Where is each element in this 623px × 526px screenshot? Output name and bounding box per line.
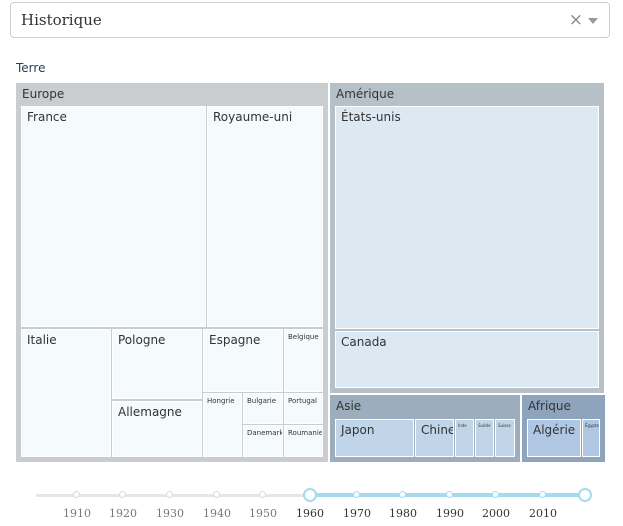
tick-label: 1930 — [156, 507, 184, 520]
group-label: Asie — [336, 399, 362, 413]
tick-label: 1910 — [63, 507, 91, 520]
clear-icon[interactable]: × — [568, 10, 583, 30]
tile-suede[interactable]: Suède — [475, 419, 494, 457]
slider-mark-1920[interactable] — [119, 491, 126, 498]
tile-france[interactable]: France — [21, 106, 206, 327]
tile-algerie[interactable]: Algérie — [527, 419, 581, 457]
tick-label: 1980 — [389, 507, 417, 520]
tick-label: 1990 — [436, 507, 464, 520]
tile-inde[interactable]: Inde — [455, 419, 474, 457]
tile-egypte[interactable]: Égypte — [582, 419, 600, 457]
tick-label: 2000 — [482, 507, 510, 520]
slider-handle-start[interactable] — [303, 488, 317, 502]
tile-royaume-uni[interactable]: Royaume-uni — [207, 106, 323, 327]
tile-japon[interactable]: Japon — [335, 419, 414, 457]
tick-label: 1960 — [296, 507, 324, 520]
slider-mark-1980[interactable] — [399, 491, 406, 498]
slider-mark-1990[interactable] — [446, 491, 453, 498]
tile-hongrie[interactable]: Hongrie — [203, 393, 242, 457]
history-dropdown[interactable]: Historique × — [10, 2, 610, 38]
tile-danemark[interactable]: Danemark — [243, 425, 283, 457]
tile-allemagne[interactable]: Allemagne — [112, 401, 202, 457]
slider-mark-1950[interactable] — [259, 491, 266, 498]
tick-label: 2010 — [529, 507, 557, 520]
slider-mark-1940[interactable] — [213, 491, 220, 498]
breadcrumb-root[interactable]: Terre — [16, 61, 46, 75]
tile-roumanie[interactable]: Roumanie — [284, 425, 323, 457]
slider-mark-1930[interactable] — [166, 491, 173, 498]
tile-pologne[interactable]: Pologne — [112, 329, 202, 399]
tick-label: 1950 — [249, 507, 277, 520]
tile-suisse[interactable]: Suisse — [495, 419, 515, 457]
group-label: Afrique — [528, 399, 571, 413]
tick-label: 1920 — [109, 507, 137, 520]
slider-mark-1910[interactable] — [73, 491, 80, 498]
tile-italie[interactable]: Italie — [21, 329, 111, 457]
tile-canada[interactable]: Canada — [335, 331, 599, 388]
tick-label: 1970 — [343, 507, 371, 520]
slider-mark-2000[interactable] — [492, 491, 499, 498]
tile-bulgarie[interactable]: Bulgarie — [243, 393, 283, 424]
dropdown-value: Historique — [21, 11, 102, 29]
slider-mark-1970[interactable] — [353, 491, 360, 498]
tile-etats-unis[interactable]: États-unis — [335, 106, 599, 329]
group-label: Amérique — [336, 87, 395, 101]
chevron-down-icon[interactable] — [588, 18, 598, 24]
tile-espagne[interactable]: Espagne — [203, 329, 283, 392]
tile-portugal[interactable]: Portugal — [284, 393, 323, 424]
slider-handle-end[interactable] — [578, 488, 592, 502]
tile-chine[interactable]: Chine — [415, 419, 454, 457]
group-label: Europe — [22, 87, 65, 101]
tile-belgique[interactable]: Belgique — [284, 329, 323, 392]
tick-label: 1940 — [203, 507, 231, 520]
slider-mark-2010[interactable] — [539, 491, 546, 498]
